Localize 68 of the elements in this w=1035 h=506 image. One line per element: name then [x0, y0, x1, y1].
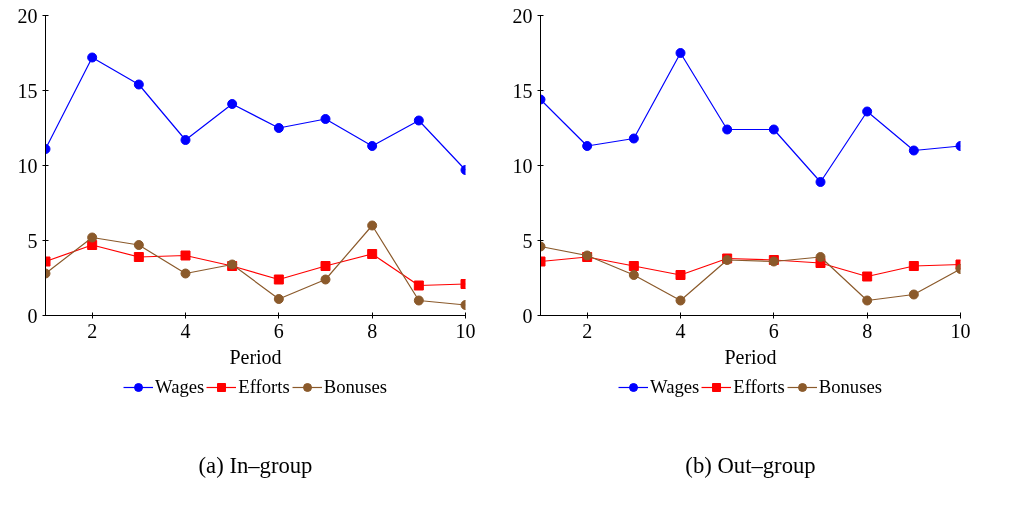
- y-tick-label: 15: [17, 79, 38, 102]
- x-tick-label: 6: [768, 319, 779, 342]
- point: [320, 274, 331, 285]
- point: [273, 123, 284, 133]
- point: [675, 48, 686, 58]
- x-tick-label: 2: [87, 319, 98, 342]
- text: (b) Out–group: [685, 453, 816, 479]
- point: [273, 294, 284, 304]
- point: [413, 295, 424, 306]
- point: [628, 270, 639, 280]
- point: [133, 240, 144, 250]
- point: [273, 274, 284, 285]
- x-tick-label: 10: [455, 319, 476, 342]
- y-tick-label: 10: [512, 154, 533, 177]
- point: [582, 141, 593, 151]
- point: [180, 250, 191, 261]
- point: [87, 232, 98, 243]
- point: [413, 280, 424, 291]
- x-tick-label: 8: [367, 319, 378, 342]
- point: [367, 249, 378, 259]
- point: [815, 252, 826, 262]
- legend-label: Efforts: [733, 376, 785, 398]
- point: [675, 295, 686, 306]
- x-tick-label: 4: [180, 319, 191, 342]
- x-tick-label: 6: [273, 319, 284, 342]
- point: [320, 261, 331, 271]
- point: [320, 114, 331, 124]
- y-tick-label: 0: [27, 304, 38, 327]
- point: [180, 268, 191, 279]
- legend-label: Wages: [650, 376, 700, 398]
- point: [413, 115, 424, 126]
- point: [722, 124, 733, 135]
- legend-label: Efforts: [238, 376, 290, 398]
- point: [862, 106, 873, 117]
- y-tick-label: 0: [522, 304, 533, 327]
- point: [675, 270, 686, 280]
- x-tick-label: 10: [950, 319, 971, 342]
- y-tick-label: 15: [512, 79, 533, 102]
- y-tick-label: 20: [512, 4, 533, 27]
- point: [367, 220, 378, 231]
- point: [628, 133, 639, 144]
- point: [367, 141, 378, 151]
- legend-label: Wages: [155, 376, 205, 398]
- x-axis-title: Period: [229, 345, 282, 368]
- point: [908, 145, 919, 156]
- y-tick-label: 5: [27, 229, 38, 252]
- point: [908, 289, 919, 300]
- legend-label: Bonuses: [323, 376, 387, 398]
- point: [227, 99, 238, 109]
- x-tick-label: 4: [675, 319, 686, 342]
- x-axis-title: Period: [724, 345, 777, 368]
- y-tick-label: 20: [17, 4, 38, 27]
- y-tick-label: 10: [17, 154, 38, 177]
- point: [628, 261, 639, 271]
- x-tick-label: 2: [582, 319, 593, 342]
- point: [133, 79, 144, 90]
- point: [908, 261, 919, 271]
- point: [862, 271, 873, 282]
- point: [815, 177, 826, 187]
- point: [768, 124, 779, 135]
- y-tick-label: 5: [522, 229, 533, 252]
- x-tick-label: 8: [862, 319, 873, 342]
- text: (a) In–group: [198, 453, 313, 479]
- point: [180, 135, 191, 145]
- point: [862, 295, 873, 306]
- legend-label: Bonuses: [818, 376, 882, 398]
- point: [133, 252, 144, 262]
- point: [87, 52, 98, 63]
